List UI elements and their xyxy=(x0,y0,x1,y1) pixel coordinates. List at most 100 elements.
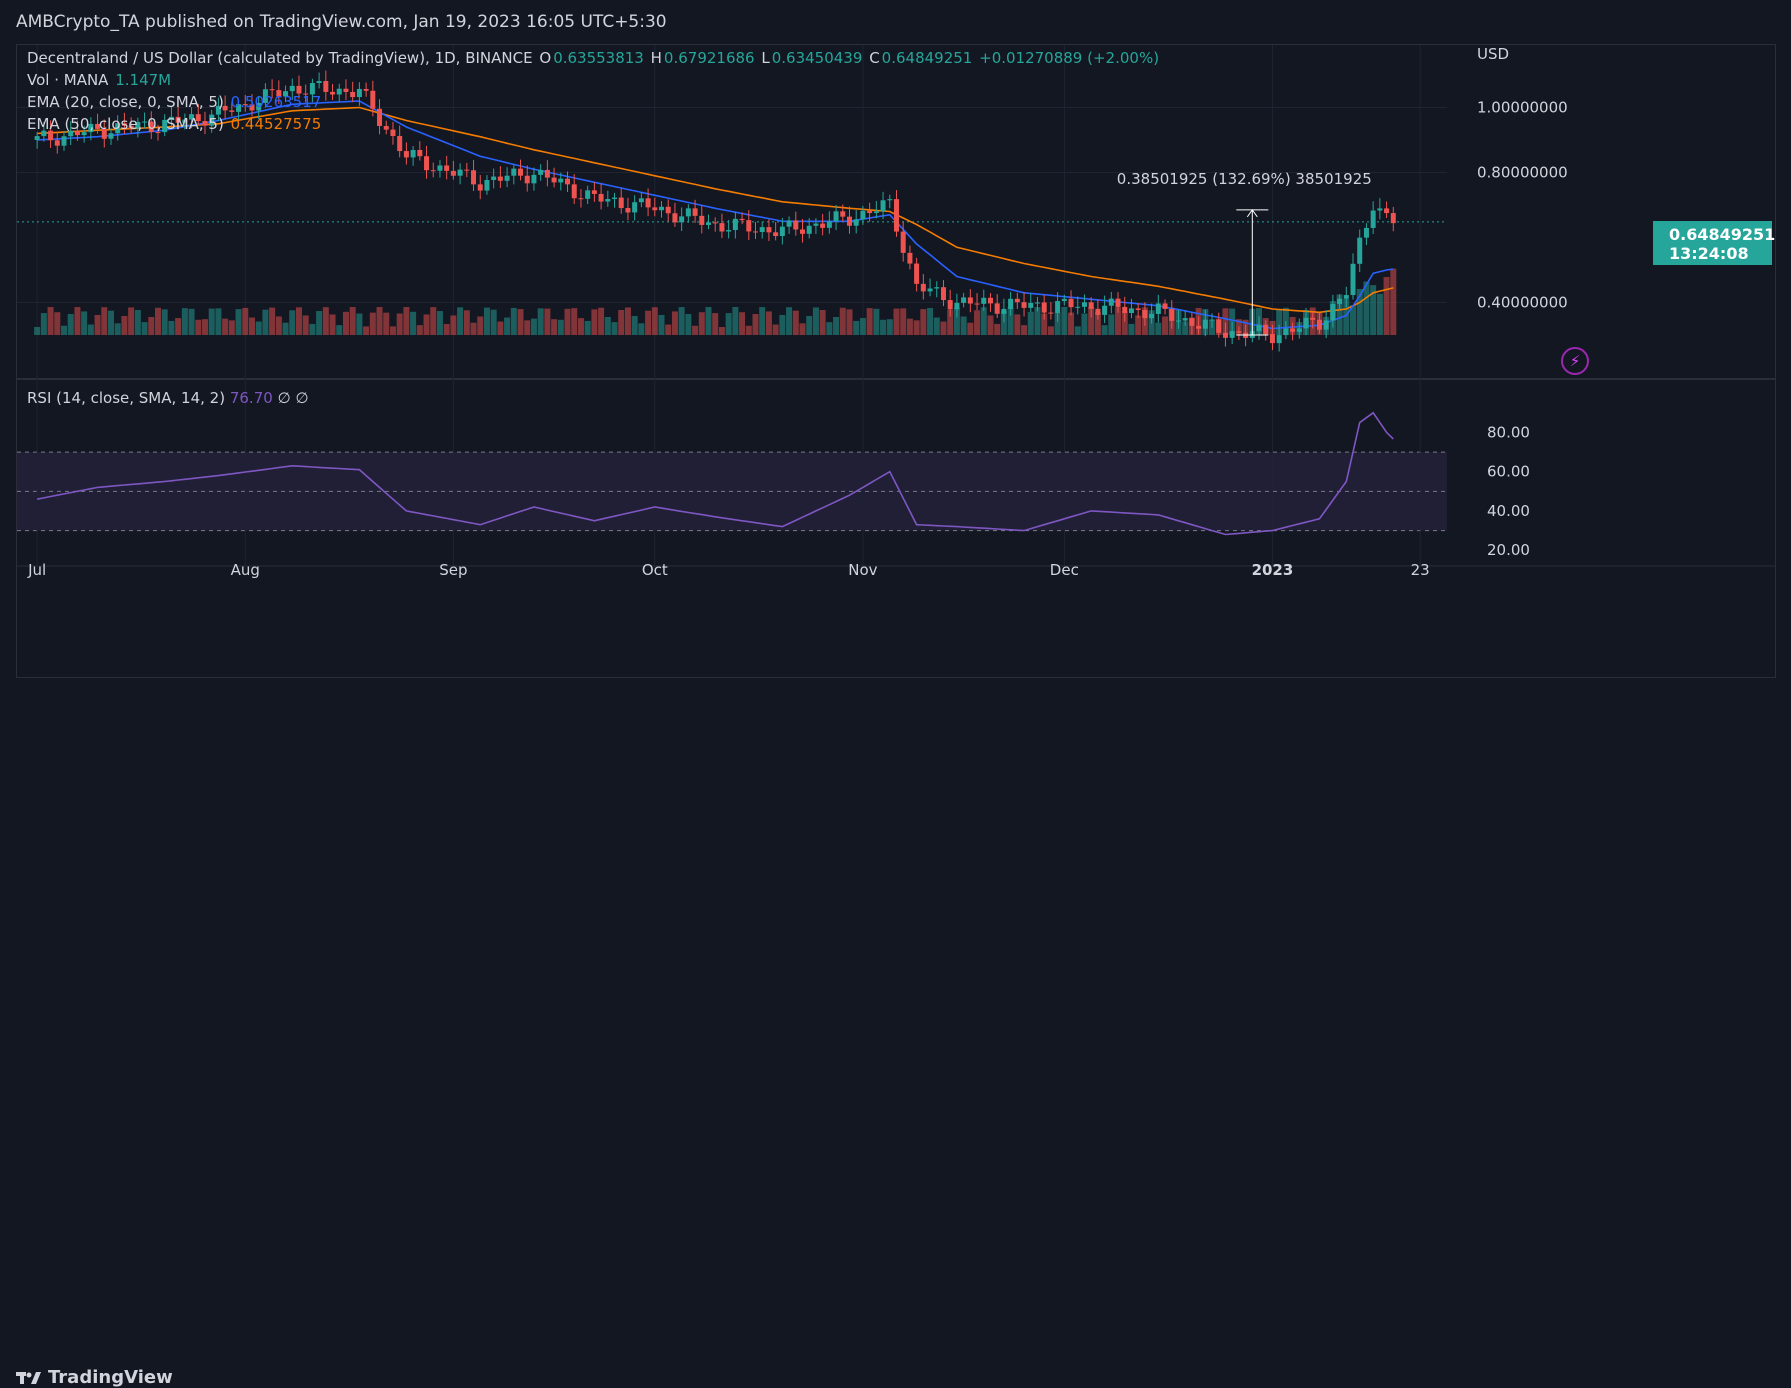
volume-bar xyxy=(235,309,242,335)
volume-bar xyxy=(410,311,417,335)
volume-bar xyxy=(1034,307,1041,335)
volume-bar xyxy=(906,318,913,335)
volume-bar xyxy=(994,323,1001,335)
candle-body xyxy=(531,174,537,184)
volume-bar xyxy=(134,309,141,335)
volume-bar xyxy=(121,315,128,335)
volume-bar xyxy=(215,308,222,335)
volume-bar xyxy=(342,311,349,335)
candle-body xyxy=(524,175,530,184)
candle-body xyxy=(659,206,665,211)
volume-legend[interactable]: Vol · MANA 1.147M xyxy=(27,71,173,89)
volume-bar xyxy=(651,307,658,335)
volume-bar xyxy=(893,308,900,335)
candle-body xyxy=(826,221,832,228)
candle-body xyxy=(544,169,550,178)
candle-body xyxy=(1142,309,1148,319)
candle-body xyxy=(1041,302,1047,313)
volume-bar xyxy=(423,314,430,335)
volume-bar xyxy=(403,307,410,335)
candle-body xyxy=(565,178,571,185)
candle-body xyxy=(1343,295,1349,299)
volume-bar xyxy=(497,321,504,335)
volume-bar xyxy=(477,316,484,335)
candle-body xyxy=(1061,298,1067,302)
tv-logo-icon xyxy=(16,1371,41,1384)
chart-svg[interactable]: USD 1.00000000 0.80000000 0.40000000 80.00 60… xyxy=(17,45,1775,677)
candle-body xyxy=(1384,208,1390,214)
rsi-extra-1: ∅ xyxy=(277,389,291,407)
volume-bar xyxy=(859,318,866,335)
candle-body xyxy=(518,168,524,176)
ema20-legend[interactable]: EMA (20, close, 0, SMA, 5) 0.50263517 xyxy=(27,93,323,111)
candle-body xyxy=(1048,312,1054,314)
volume-bar xyxy=(1081,313,1088,335)
candle-body xyxy=(759,227,765,233)
candle-body xyxy=(1303,317,1309,329)
candle-body xyxy=(323,80,329,92)
volume-bar xyxy=(692,325,699,335)
rsi-tick-label: 60.00 xyxy=(1487,463,1530,481)
volume-bar xyxy=(201,319,208,335)
volume-bar xyxy=(1350,305,1357,335)
volume-bar xyxy=(87,324,94,335)
volume-bar xyxy=(269,307,276,335)
candle-body xyxy=(383,126,389,130)
candle-body xyxy=(424,156,430,171)
candle-body xyxy=(1236,331,1242,333)
candle-body xyxy=(1155,303,1161,314)
volume-bar xyxy=(1101,325,1108,335)
candle-body xyxy=(303,93,309,95)
ema50-legend[interactable]: EMA (50, close, 0, SMA, 5) 0.44527575 xyxy=(27,115,323,133)
candle-body xyxy=(1216,319,1222,333)
volume-bar xyxy=(1155,322,1162,335)
volume-bar xyxy=(812,307,819,335)
candle-body xyxy=(410,149,416,158)
volume-bar xyxy=(54,312,61,335)
volume-bar xyxy=(1128,323,1135,335)
chart-container[interactable]: USD 1.00000000 0.80000000 0.40000000 80.00 60… xyxy=(16,44,1776,678)
candle-body xyxy=(276,90,282,97)
candle-body xyxy=(578,198,584,200)
volume-bar xyxy=(718,326,725,335)
volume-value: 1.147M xyxy=(115,71,172,89)
volume-bar xyxy=(356,313,363,335)
candle-body xyxy=(1182,318,1188,321)
volume-bar xyxy=(577,318,584,335)
lightning-icon[interactable]: ⚡ xyxy=(1561,347,1589,375)
rsi-legend[interactable]: RSI (14, close, SMA, 14, 2) 76.70 ∅ ∅ xyxy=(27,389,309,407)
candle-body xyxy=(1175,320,1181,322)
candle-body xyxy=(652,207,658,211)
tradingview-logo[interactable]: TradingView xyxy=(16,1367,173,1388)
volume-bar xyxy=(322,307,329,335)
volume-bar xyxy=(114,323,121,335)
candle-body xyxy=(1337,298,1343,305)
volume-bar xyxy=(289,310,296,335)
volume-bar xyxy=(262,309,269,335)
candle-body xyxy=(1068,298,1074,308)
symbol-legend[interactable]: Decentraland / US Dollar (calculated by … xyxy=(27,49,1161,67)
volume-bar xyxy=(60,325,67,335)
volume-bar xyxy=(557,319,564,335)
candle-body xyxy=(685,208,691,217)
volume-bar xyxy=(645,310,652,335)
volume-bar xyxy=(967,322,974,335)
candle-body xyxy=(994,303,1000,314)
candle-body xyxy=(867,210,873,214)
volume-bar xyxy=(806,315,813,335)
candle-body xyxy=(1363,227,1369,238)
candle-body xyxy=(538,169,544,175)
candle-body xyxy=(142,121,148,123)
volume-bar xyxy=(436,311,443,335)
candle-body xyxy=(316,80,322,84)
volume-bar xyxy=(960,316,967,335)
candle-body xyxy=(920,283,926,292)
volume-bar xyxy=(248,317,255,335)
volume-bar xyxy=(1363,281,1370,335)
volume-bar xyxy=(504,317,511,335)
candle-body xyxy=(511,168,517,176)
candle-body xyxy=(813,223,819,226)
candle-body xyxy=(464,169,470,171)
volume-bar xyxy=(873,308,880,335)
volume-bar xyxy=(181,308,188,335)
